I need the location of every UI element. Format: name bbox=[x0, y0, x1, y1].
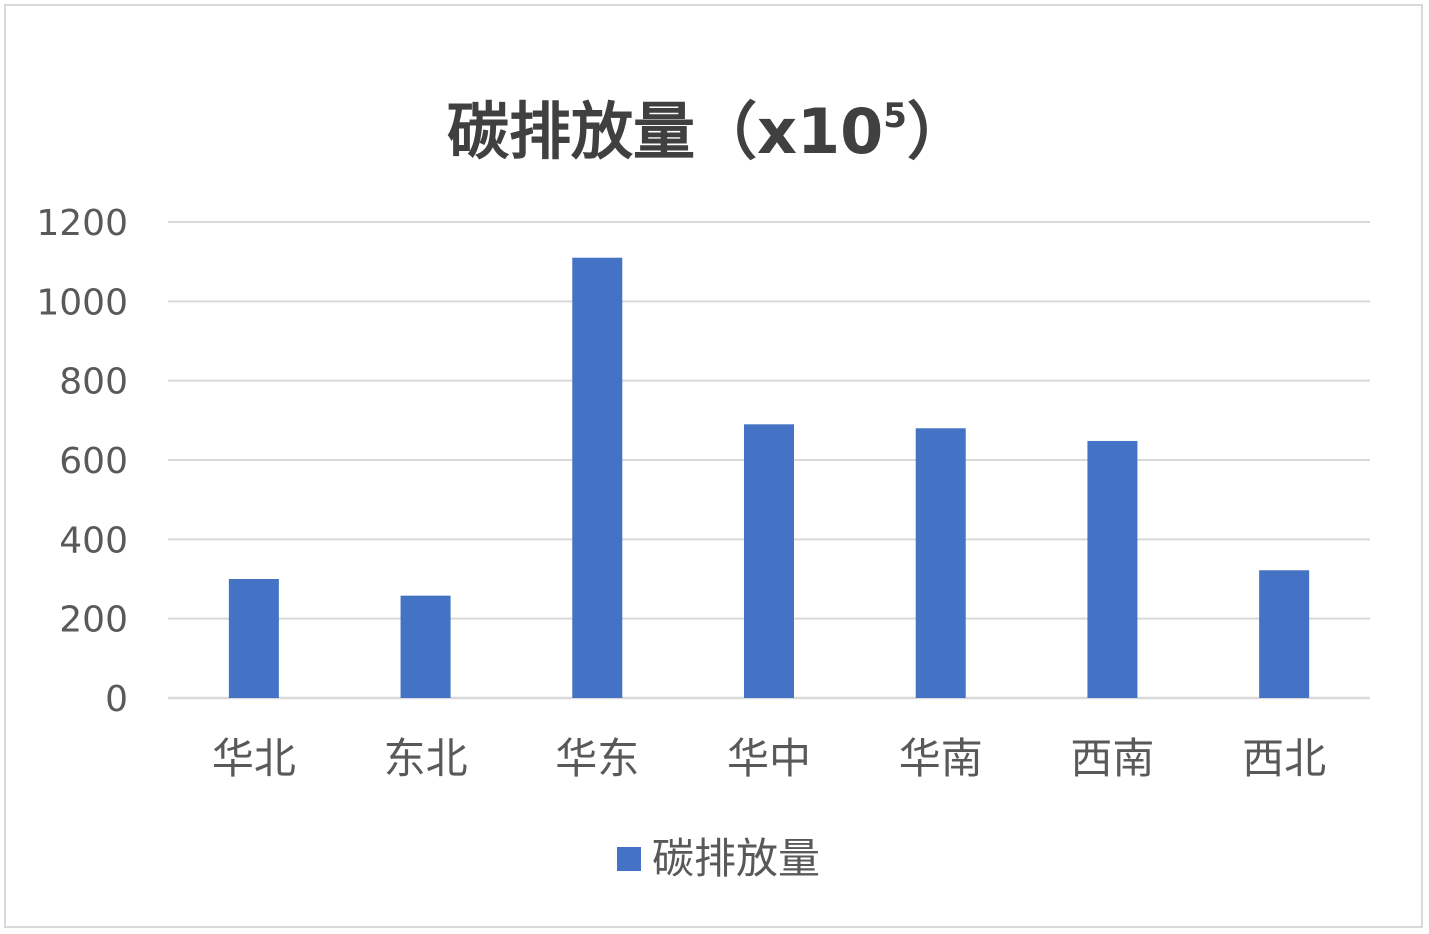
x-category-label: 华南 bbox=[899, 734, 983, 783]
bar-4 bbox=[744, 424, 794, 698]
chart-title-superscript: 5 bbox=[883, 96, 907, 136]
bars bbox=[228, 257, 1310, 698]
chart-title-suffix: ） bbox=[907, 95, 969, 168]
x-axis-categories: 华北 东北 华东 华中 华南 西南 西北 bbox=[212, 734, 1326, 783]
y-tick-label: 400 bbox=[59, 520, 128, 561]
bar-6 bbox=[1087, 440, 1138, 698]
x-category-label: 西南 bbox=[1070, 734, 1154, 783]
x-category-label: 西北 bbox=[1242, 734, 1326, 783]
x-category-label: 东北 bbox=[384, 734, 468, 783]
bar-1 bbox=[228, 579, 279, 698]
y-tick-label: 1000 bbox=[36, 282, 128, 323]
x-category-label: 华东 bbox=[555, 734, 639, 783]
y-tick-label: 600 bbox=[59, 441, 128, 482]
x-category-label: 华中 bbox=[727, 734, 811, 783]
legend-label: 碳排放量 bbox=[652, 834, 820, 883]
chart-frame bbox=[4, 4, 1423, 928]
y-tick-label: 1200 bbox=[36, 203, 128, 244]
bar-7 bbox=[1259, 570, 1310, 698]
bar-5 bbox=[915, 428, 966, 698]
chart-title-main: 碳排放量（x10 bbox=[447, 95, 883, 168]
y-tick-label: 200 bbox=[59, 600, 128, 641]
chart-title: 碳排放量（x105） bbox=[447, 95, 969, 168]
bar-3 bbox=[572, 257, 623, 698]
y-axis-ticks: 0 200 400 600 800 1000 1200 bbox=[36, 203, 128, 720]
x-category-label: 华北 bbox=[212, 734, 296, 783]
gridlines bbox=[168, 221, 1370, 700]
legend: 碳排放量 bbox=[617, 834, 820, 883]
legend-swatch bbox=[617, 847, 641, 871]
y-tick-label: 800 bbox=[59, 362, 128, 403]
y-tick-label: 0 bbox=[105, 679, 128, 720]
bar-2 bbox=[400, 595, 451, 698]
